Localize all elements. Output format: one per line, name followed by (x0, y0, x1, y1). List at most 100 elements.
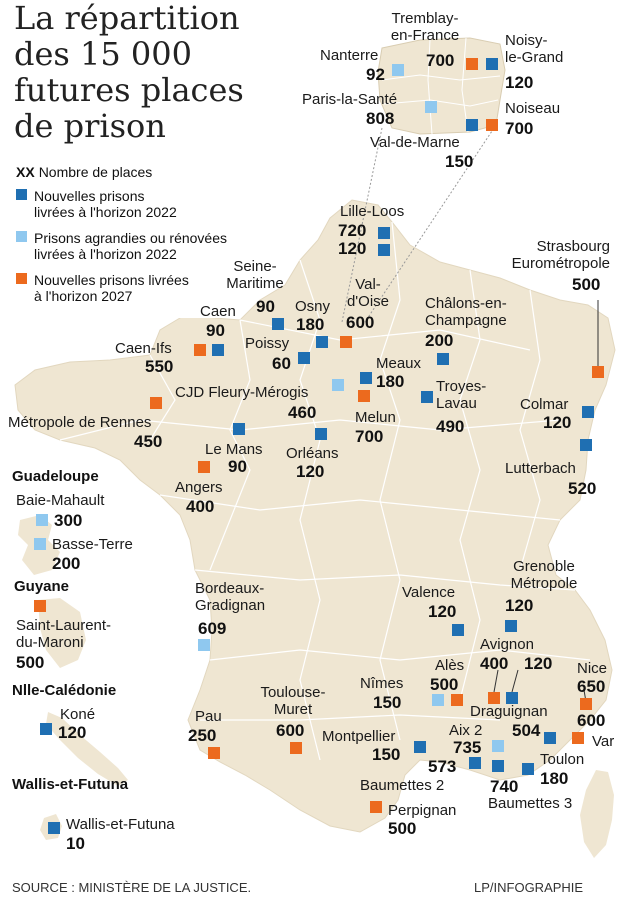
num-ales: 500 (430, 675, 459, 694)
legend-orange-l2: à l'horizon 2027 (34, 288, 133, 304)
footer-source: SOURCE : MINISTÈRE DE LA JUSTICE. (12, 880, 252, 895)
marker-avignon-2 (506, 692, 518, 704)
num-740: 740 (490, 777, 519, 796)
legend-orange-l1: Nouvelles prisons livrées (34, 272, 189, 288)
marker-lille-2 (378, 244, 390, 256)
num-nanterre: 92 (366, 65, 385, 84)
num-aix2: 735 (453, 738, 482, 757)
marker-lemans (233, 423, 245, 435)
label-var: Var (592, 733, 615, 750)
mainland-france-shape (14, 199, 616, 833)
label-caenifs: Caen-Ifs (115, 340, 172, 357)
num-perpignan: 500 (388, 819, 417, 838)
marker-bordeaux (198, 639, 210, 651)
label-basse: Basse-Terre (52, 536, 133, 553)
label-vdm: Val-de-Marne (370, 134, 460, 151)
label-angers: Angers (175, 479, 223, 496)
legend-count-row: XX Nombre de places (16, 164, 152, 180)
label-montpellier: Montpellier (322, 728, 396, 745)
marker-573 (469, 757, 481, 769)
label-strasbourg: Strasbourg Eurométropole (511, 238, 610, 272)
num-vdm: 150 (445, 152, 474, 171)
title-line-1: La répartition (14, 0, 240, 37)
num-angers: 400 (186, 497, 215, 516)
num-bordeaux: 609 (198, 619, 227, 638)
map-title: La répartition des 15 000 futures places… (14, 0, 244, 144)
label-poissy: Poissy (245, 335, 290, 352)
num-504: 504 (512, 721, 541, 740)
label-noiseau: Noiseau (505, 100, 561, 117)
label-seine: Seine- Maritime (226, 258, 284, 292)
marker-var (572, 732, 584, 744)
marker-osny (316, 336, 328, 348)
num-nice: 650 (577, 677, 606, 696)
label-chalons: Châlons-en- Champagne (425, 295, 507, 329)
marker-nimes (432, 694, 444, 706)
num-avignon-1: 400 (480, 654, 509, 673)
marker-ales (451, 694, 463, 706)
num-avignon-2: 120 (524, 654, 553, 673)
label-wallis: Wallis-et-Futuna (66, 816, 175, 833)
num-montpellier: 150 (372, 745, 401, 764)
territory-guadeloupe: Guadeloupe (12, 468, 99, 485)
legend-xx: XX (16, 164, 35, 180)
label-valence: Valence (402, 584, 456, 601)
label-avignon: Avignon (480, 636, 534, 653)
marker-baie (36, 514, 48, 526)
label-toulon: Toulon (540, 751, 585, 768)
marker-kone (40, 723, 52, 735)
inset-guide-lines (341, 124, 497, 323)
num-var: 600 (577, 711, 606, 730)
idf-inset-borders (381, 37, 501, 135)
legend-blue-l2: livrées à l'horizon 2022 (34, 204, 177, 220)
num-rennes: 450 (134, 432, 163, 451)
marker-504 (544, 732, 556, 744)
num-lille-1: 720 (338, 221, 367, 240)
label-nimes: Nîmes (360, 675, 404, 692)
num-strasbourg: 500 (572, 275, 601, 294)
num-pau: 250 (188, 726, 217, 745)
footer-credit: LP/INFOGRAPHIE (474, 880, 584, 895)
marker-vdm (466, 119, 478, 131)
legend-light-l2: livrées à l'horizon 2022 (34, 246, 177, 262)
num-vdo: 600 (346, 313, 375, 332)
marker-toulouse (290, 742, 302, 754)
num-lemans: 90 (228, 457, 247, 476)
title-line-3: futures places (14, 71, 244, 109)
num-nimes: 150 (373, 693, 402, 712)
num-melun: 700 (355, 427, 384, 446)
legend-orange-swatch (16, 273, 27, 284)
num-osny: 180 (296, 315, 325, 334)
legend-blue-swatch (16, 189, 27, 200)
marker-toulon (522, 763, 534, 775)
guyane-shape (38, 598, 86, 668)
marker-lutterbach (580, 439, 592, 451)
label-kone: Koné (60, 706, 96, 723)
num-fleury: 460 (288, 403, 317, 422)
label-ales: Alès (435, 657, 465, 674)
num-meaux: 180 (376, 372, 405, 391)
num-sante: 808 (366, 109, 395, 128)
label-baie: Baie-Mahault (16, 492, 105, 509)
label-lille: Lille-Loos (340, 203, 405, 220)
num-noisy: 120 (505, 73, 534, 92)
marker-caen (212, 344, 224, 356)
label-aix2: Aix 2 (449, 722, 483, 739)
marker-lille-1 (378, 227, 390, 239)
marker-caenifs (194, 344, 206, 356)
legend-blue-l1: Nouvelles prisons (34, 188, 145, 204)
num-caenifs: 550 (145, 357, 174, 376)
label-baumettes3: Baumettes 3 (488, 795, 573, 812)
territory-guyane: Guyane (14, 578, 70, 595)
num-noiseau: 700 (505, 119, 534, 138)
marker-fleury (332, 379, 344, 391)
marker-strasbourg (592, 366, 604, 378)
marker-pau (208, 747, 220, 759)
marker-perpignan (370, 801, 382, 813)
label-noisy: Noisy-le-Grand (505, 32, 564, 66)
marker-nice (580, 698, 592, 710)
label-rennes: Métropole de Rennes (8, 414, 152, 431)
num-stlaurent: 500 (16, 653, 45, 672)
num-valence: 120 (428, 602, 457, 621)
